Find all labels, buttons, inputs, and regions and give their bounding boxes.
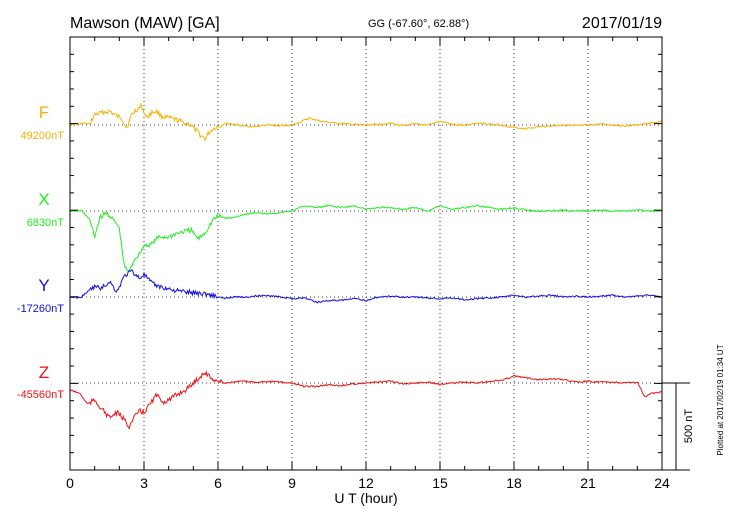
series-label-y: Y (38, 276, 49, 295)
x-axis-label: U T (hour) (334, 490, 397, 506)
baseline-value-z: -45560nT (17, 389, 64, 401)
baseline-value-y: -17260nT (17, 303, 64, 315)
trace-z (69, 369, 663, 431)
x-tick-label-24: 24 (654, 475, 670, 491)
x-tick-label-21: 21 (580, 475, 596, 491)
x-tick-label-9: 9 (288, 475, 296, 491)
scale-bar: 500 nT (662, 382, 695, 471)
axis-ticks (69, 37, 663, 470)
series-label-f: F (39, 103, 49, 122)
baseline-value-f: 49200nT (21, 130, 65, 142)
series-label-z: Z (39, 363, 49, 382)
plotted-timestamp: Plotted at 2017/02/19 01:34 UT (716, 344, 725, 455)
x-tick-label-18: 18 (506, 475, 522, 491)
trace-y (69, 269, 663, 304)
x-tick-label-3: 3 (140, 475, 148, 491)
station-title: Mawson (MAW) [GA] (70, 15, 220, 32)
traces (69, 102, 663, 431)
x-tick-labels: 0 3 6 9 12 15 18 21 24 (66, 475, 670, 491)
series-labels: F 49200nT X 6830nT Y -17260nT Z -45560nT (17, 103, 64, 401)
coordinates-label: GG (-67.60°, 62.88°) (368, 18, 469, 30)
x-tick-label-6: 6 (214, 475, 222, 491)
x-tick-label-12: 12 (358, 475, 374, 491)
trace-f (69, 102, 663, 142)
date-label: 2017/01/19 (582, 15, 662, 32)
scale-bar-label: 500 nT (683, 409, 695, 444)
baseline-value-x: 6830nT (27, 217, 65, 229)
x-tick-label-0: 0 (66, 475, 74, 491)
trace-x (69, 204, 663, 272)
series-label-x: X (38, 190, 49, 209)
x-tick-label-15: 15 (432, 475, 448, 491)
grid (143, 37, 589, 470)
